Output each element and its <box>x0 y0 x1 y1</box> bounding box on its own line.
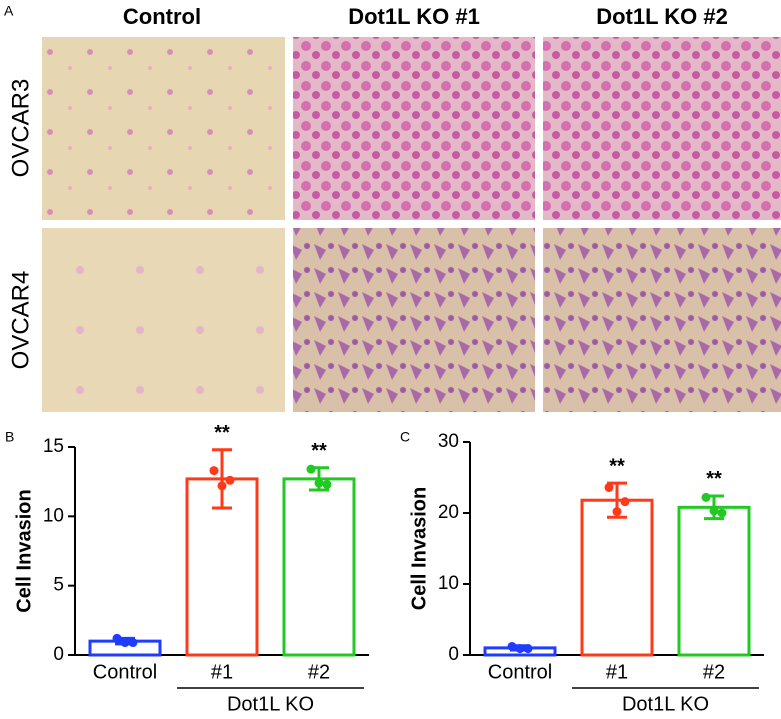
y-tick-label: 0 <box>53 644 64 665</box>
x-tick-label: #1 <box>211 661 233 683</box>
significance: ** <box>609 455 625 477</box>
data-point <box>306 464 316 474</box>
x-tick-label: #2 <box>703 661 725 683</box>
data-point <box>709 506 719 516</box>
y-axis-label: Cell Invasion <box>13 489 35 612</box>
y-tick-label: 0 <box>448 644 459 665</box>
bar <box>580 498 654 657</box>
micrograph <box>543 37 781 220</box>
bar <box>282 477 356 657</box>
data-point <box>515 644 525 654</box>
data-point <box>507 641 517 651</box>
data-point <box>322 479 332 489</box>
data-point <box>209 466 219 476</box>
micrograph <box>293 37 535 220</box>
data-point <box>717 508 727 518</box>
panel-label: A <box>4 3 14 19</box>
x-tick-label: Control <box>488 661 552 683</box>
column-header: Dot1L KO #2 <box>596 4 728 29</box>
micrograph <box>42 37 285 220</box>
data-point <box>701 492 711 502</box>
data-point <box>612 507 622 517</box>
group-label: Dot1L KO <box>227 693 314 715</box>
micrograph <box>543 228 781 412</box>
data-point <box>523 644 533 654</box>
column-header: Control <box>123 4 201 29</box>
x-tick-label: #1 <box>606 661 628 683</box>
data-point <box>225 475 235 485</box>
micrograph <box>293 228 535 412</box>
bar <box>677 505 751 657</box>
y-tick-label: 20 <box>438 502 459 523</box>
y-axis-label: Cell Invasion <box>408 487 430 610</box>
micrograph <box>42 228 285 412</box>
group-label: Dot1L KO <box>622 693 709 715</box>
panel-label: B <box>5 429 14 445</box>
data-point <box>112 633 122 643</box>
y-tick-label: 10 <box>43 505 64 526</box>
significance: ** <box>214 422 230 444</box>
data-point <box>217 481 227 491</box>
row-header: OVCAR3 <box>7 79 34 178</box>
y-tick-label: 30 <box>438 431 459 452</box>
column-header: Dot1L KO #1 <box>348 4 480 29</box>
x-tick-label: Control <box>93 661 157 683</box>
x-tick-label: #2 <box>308 661 330 683</box>
data-point <box>314 478 324 488</box>
y-tick-label: 15 <box>43 436 64 457</box>
y-tick-label: 5 <box>53 575 64 596</box>
data-point <box>604 482 614 492</box>
row-header: OVCAR4 <box>7 271 34 370</box>
data-point <box>620 497 630 507</box>
data-point <box>128 638 138 648</box>
significance: ** <box>706 468 722 490</box>
y-tick-label: 10 <box>438 573 459 594</box>
data-point <box>120 638 130 648</box>
panel-label: C <box>400 429 410 445</box>
significance: ** <box>311 440 327 462</box>
